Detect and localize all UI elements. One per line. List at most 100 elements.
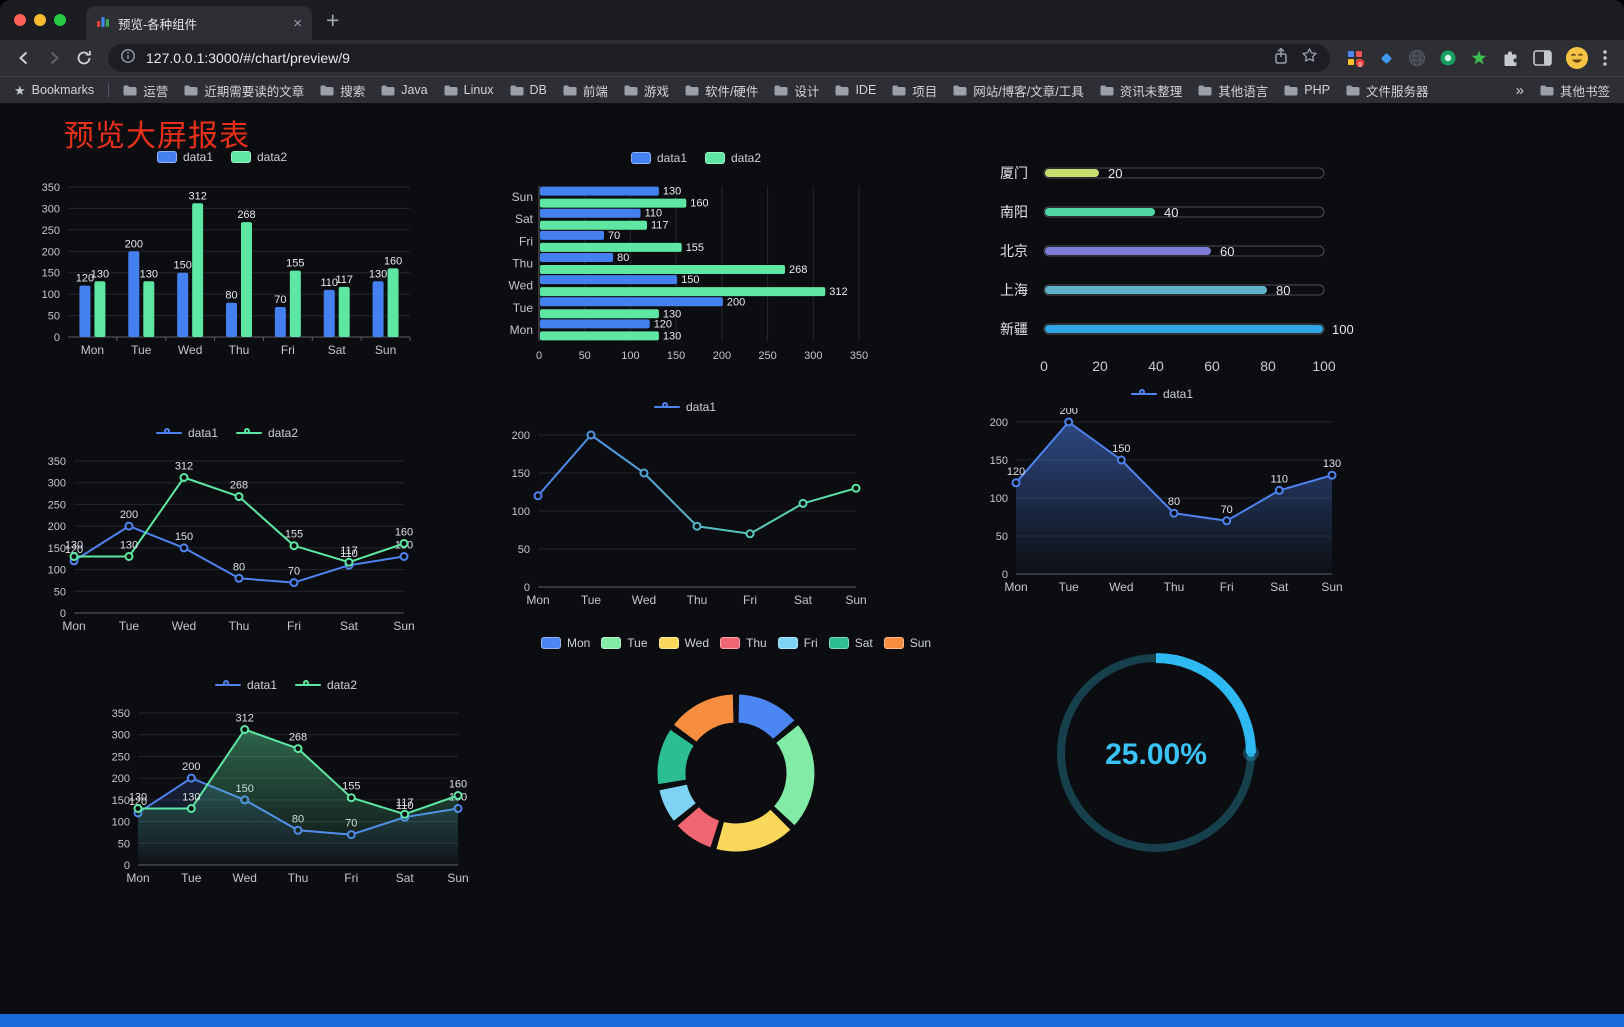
legend-item-Mon[interactable]: Mon: [540, 636, 590, 650]
legend-item-Thu[interactable]: Thu: [720, 636, 767, 650]
legend-item-data1[interactable]: data1: [630, 151, 687, 165]
bookmark-folder[interactable]: 近期需要读的文章: [184, 81, 304, 100]
legend-item-data1[interactable]: data1: [1130, 387, 1193, 401]
bookmark-folder[interactable]: 资讯未整理: [1100, 81, 1182, 100]
bookmark-folder[interactable]: 前端: [563, 81, 608, 100]
extension-green-star-icon[interactable]: [1470, 49, 1488, 67]
chart-legend: data1 data2: [28, 149, 416, 165]
svg-text:100: 100: [512, 506, 530, 518]
reload-button[interactable]: [70, 44, 98, 72]
bookmark-folder[interactable]: 项目: [892, 81, 937, 100]
extension-globe-icon[interactable]: [1408, 49, 1426, 67]
bookmark-folder[interactable]: Java: [381, 83, 428, 97]
svg-text:80: 80: [1260, 358, 1276, 374]
legend-item-Sat[interactable]: Sat: [828, 636, 873, 650]
bookmark-folder[interactable]: 文件服务器: [1346, 81, 1428, 100]
extension-green-circle-icon[interactable]: [1439, 49, 1457, 67]
legend-item-data1[interactable]: data1: [653, 400, 716, 414]
svg-text:130: 130: [120, 540, 138, 552]
bookmark-star-icon[interactable]: [1301, 47, 1318, 69]
legend-item-data1[interactable]: data1: [156, 150, 213, 164]
legend-item-Tue[interactable]: Tue: [601, 636, 648, 650]
svg-text:Fri: Fri: [344, 871, 358, 885]
folder-icon: [510, 85, 524, 95]
svg-text:200: 200: [48, 521, 66, 533]
bookmark-folder[interactable]: 搜索: [320, 81, 365, 100]
footer-bar: [0, 1014, 1624, 1027]
legend-item-data1[interactable]: data1: [155, 426, 218, 440]
other-bookmarks[interactable]: 其他书签: [1540, 81, 1610, 100]
svg-text:Thu: Thu: [512, 257, 533, 271]
svg-text:150: 150: [1112, 443, 1130, 455]
legend-swatch: [540, 637, 561, 649]
extension-diamond-icon[interactable]: [1378, 50, 1395, 67]
svg-text:Fri: Fri: [743, 593, 757, 607]
svg-text:117: 117: [651, 220, 669, 232]
bookmark-folder[interactable]: 软件/硬件: [685, 81, 758, 100]
svg-text:南阳: 南阳: [1000, 204, 1028, 220]
legend-item-data2[interactable]: data2: [705, 151, 761, 165]
bookmark-folder-label: IDE: [855, 83, 877, 97]
folder-icon: [953, 85, 967, 95]
svg-text:250: 250: [48, 499, 66, 511]
new-tab-button[interactable]: +: [326, 7, 340, 33]
bookmark-folder[interactable]: 其他语言: [1198, 81, 1268, 100]
folder-icon: [184, 85, 198, 95]
bookmarks-home[interactable]: ★ Bookmarks: [14, 83, 94, 97]
svg-text:0: 0: [54, 332, 60, 344]
svg-text:200: 200: [125, 238, 143, 250]
svg-text:312: 312: [236, 713, 254, 725]
puzzle-icon[interactable]: [1501, 49, 1520, 68]
svg-text:Mon: Mon: [126, 871, 149, 885]
svg-text:50: 50: [579, 350, 591, 362]
tab-close-icon[interactable]: ×: [293, 14, 302, 32]
svg-text:130: 130: [369, 268, 387, 280]
bookmark-folder[interactable]: PHP: [1284, 83, 1330, 97]
svg-text:100: 100: [621, 350, 639, 362]
url-text: 127.0.0.1:3000/#/chart/preview/9: [146, 50, 350, 66]
svg-text:20: 20: [1092, 358, 1108, 374]
svg-text:350: 350: [42, 182, 60, 194]
close-window-button[interactable]: [14, 14, 26, 26]
sidebar-icon[interactable]: [1533, 50, 1552, 66]
svg-text:350: 350: [48, 456, 66, 468]
legend-item-data2[interactable]: data2: [231, 150, 287, 164]
site-info-icon[interactable]: [120, 48, 136, 69]
svg-text:130: 130: [663, 330, 681, 342]
svg-text:Fri: Fri: [1220, 580, 1234, 594]
svg-text:Sat: Sat: [340, 619, 359, 633]
share-icon[interactable]: [1273, 46, 1289, 70]
svg-text:200: 200: [42, 246, 60, 258]
back-button[interactable]: [10, 44, 38, 72]
legend-item-data1[interactable]: data1: [214, 678, 277, 692]
legend-item-Sun[interactable]: Sun: [883, 636, 931, 650]
minimize-window-button[interactable]: [34, 14, 46, 26]
legend-item-data2[interactable]: data2: [236, 426, 298, 440]
svg-text:80: 80: [225, 290, 237, 302]
svg-text:0: 0: [60, 608, 66, 620]
browser-tab[interactable]: 预览-各种组件 ×: [86, 6, 312, 40]
svg-text:130: 130: [140, 268, 158, 280]
more-menu-icon[interactable]: [1602, 48, 1608, 68]
bookmark-folder[interactable]: IDE: [835, 83, 876, 97]
address-bar[interactable]: 127.0.0.1:3000/#/chart/preview/9: [108, 44, 1330, 72]
legend-item-Fri[interactable]: Fri: [777, 636, 818, 650]
svg-text:200: 200: [990, 417, 1008, 429]
bookmark-folder[interactable]: 游戏: [624, 81, 669, 100]
bookmark-folder[interactable]: 运营: [123, 81, 168, 100]
bookmark-folder[interactable]: Linux: [444, 83, 494, 97]
profile-avatar[interactable]: [1565, 46, 1589, 70]
legend-item-data2[interactable]: data2: [295, 678, 357, 692]
bookmark-folder[interactable]: 设计: [774, 81, 819, 100]
zoom-window-button[interactable]: [54, 14, 66, 26]
extension-grid-icon[interactable]: g: [1346, 49, 1365, 68]
svg-text:130: 130: [91, 268, 109, 280]
svg-text:268: 268: [289, 732, 307, 744]
folder-icon: [774, 85, 788, 95]
legend-label: data2: [731, 151, 762, 165]
bookmarks-overflow-chevron[interactable]: »: [1515, 81, 1524, 99]
legend-item-Wed[interactable]: Wed: [658, 636, 709, 650]
forward-button[interactable]: [40, 44, 68, 72]
bookmark-folder[interactable]: 网站/博客/文章/工具: [953, 81, 1084, 100]
bookmark-folder[interactable]: DB: [510, 83, 547, 97]
